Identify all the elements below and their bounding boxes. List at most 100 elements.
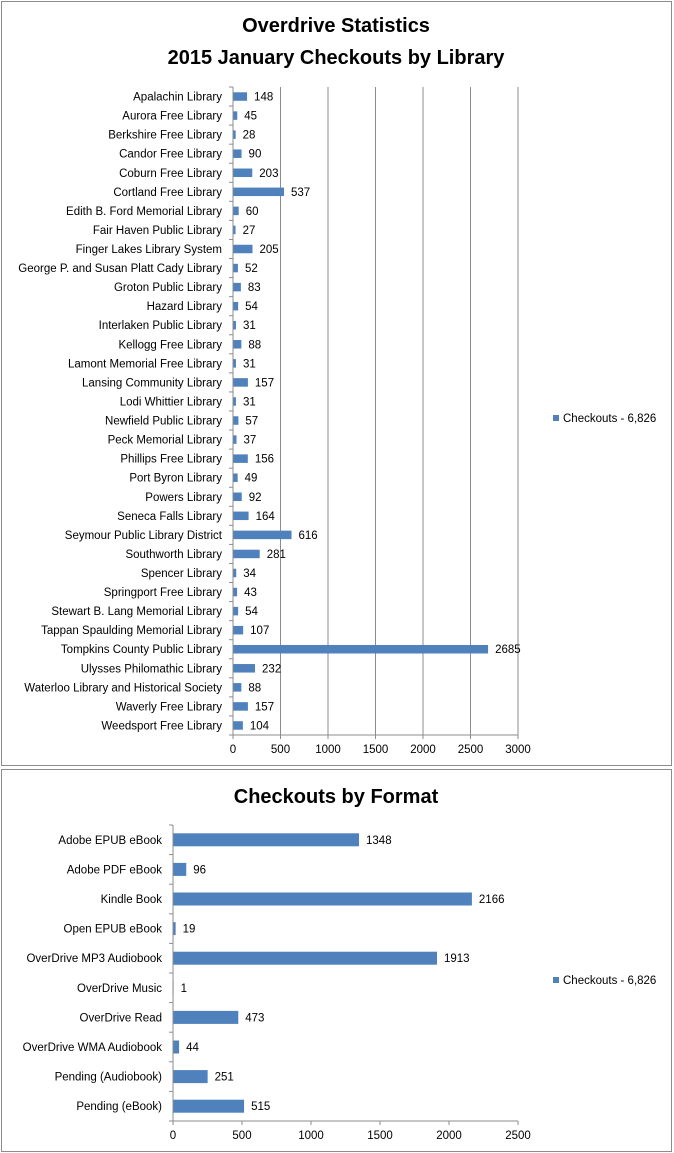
bar: [233, 435, 237, 444]
category-label: Powers Library: [145, 492, 222, 504]
data-label: 90: [249, 149, 262, 161]
data-label: 28: [243, 130, 256, 142]
data-label: 281: [267, 549, 286, 561]
bar: [233, 664, 256, 673]
bar: [233, 721, 243, 730]
x-tick-label: 2500: [458, 744, 484, 756]
bar: [233, 187, 285, 197]
bar: [233, 263, 238, 273]
chart-subtitle: 2015 January Checkouts by Library: [168, 47, 506, 69]
bar: [173, 892, 472, 906]
category-label: Edith B. Ford Memorial Library: [66, 206, 222, 218]
data-label: 251: [215, 1072, 234, 1084]
x-tick-label: 1500: [367, 1130, 393, 1142]
bar: [233, 130, 236, 139]
data-label: 49: [245, 473, 258, 485]
bar: [233, 492, 242, 502]
category-label: Newfield Public Library: [105, 416, 222, 428]
x-tick-label: 500: [271, 744, 290, 756]
bar: [233, 587, 238, 597]
data-label: 1: [181, 983, 187, 995]
category-label: Apalachin Library: [133, 92, 222, 104]
data-label: 83: [248, 282, 261, 294]
bar: [233, 206, 239, 216]
bar: [233, 168, 253, 178]
category-label: George P. and Susan Platt Cady Library: [18, 263, 222, 275]
category-label: Port Byron Library: [129, 473, 222, 485]
bar: [233, 320, 236, 330]
category-label: Waverly Free Library: [116, 701, 223, 713]
bar: [173, 1040, 180, 1054]
category-label: Groton Public Library: [114, 282, 222, 294]
category-label: OverDrive Music: [77, 983, 162, 995]
category-label: Kindle Book: [101, 894, 163, 906]
category-label: Phillips Free Library: [120, 454, 222, 466]
data-label: 157: [255, 701, 274, 713]
data-label: 31: [243, 320, 256, 332]
bar: [233, 301, 239, 311]
format-checkouts-chart: Checkouts by Format 1348 96 2166 19 1913 1 473…: [23, 786, 657, 1142]
data-label: 1913: [444, 953, 470, 965]
bar: [173, 862, 187, 876]
bar: [233, 511, 249, 521]
library-chart-panel: Overdrive Statistics 2015 January Checko…: [1, 1, 672, 766]
category-label: Tompkins County Public Library: [61, 644, 222, 656]
category-label: Candor Free Library: [119, 149, 222, 161]
legend-label: Checkouts - 6,826: [563, 413, 656, 425]
category-label: Seymour Public Library District: [65, 530, 223, 542]
data-label: 31: [243, 358, 256, 370]
bar: [173, 951, 437, 965]
bar: [233, 340, 242, 349]
category-label: Stewart B. Lang Memorial Library: [51, 606, 222, 618]
category-label: Seneca Falls Library: [117, 511, 222, 523]
category-label: Peck Memorial Library: [108, 435, 223, 447]
data-label: 43: [244, 587, 257, 599]
category-label: Cortland Free Library: [113, 187, 222, 199]
x-tick-label: 3000: [505, 744, 531, 756]
x-tick-label: 2500: [505, 1130, 531, 1142]
data-label: 88: [248, 682, 261, 694]
bar: [233, 454, 248, 463]
data-label: 31: [243, 396, 256, 408]
data-label: 616: [299, 530, 318, 542]
bar: [233, 378, 248, 387]
category-label: Hazard Library: [147, 301, 223, 313]
data-label: 232: [262, 663, 281, 675]
category-label: Pending (Audiobook): [55, 1072, 163, 1084]
data-label: 37: [244, 435, 257, 447]
data-label: 96: [193, 864, 206, 876]
category-label: Southworth Library: [125, 549, 222, 561]
data-label: 92: [249, 492, 262, 504]
category-label: Waterloo Library and Historical Society: [24, 682, 222, 694]
category-label: Interlaken Public Library: [99, 320, 223, 332]
x-tick-label: 1500: [363, 744, 389, 756]
data-label: 148: [254, 92, 273, 104]
bar: [233, 282, 241, 292]
category-label: OverDrive WMA Audiobook: [23, 1042, 163, 1054]
data-label: 54: [245, 301, 258, 313]
bar: [173, 1010, 239, 1024]
x-tick-label: 1000: [315, 744, 341, 756]
data-label: 45: [244, 111, 257, 123]
category-label: Lodi Whittier Library: [120, 396, 223, 408]
bar: [233, 225, 236, 235]
data-label: 60: [246, 206, 259, 218]
bar: [233, 397, 236, 406]
data-label: 104: [250, 720, 270, 732]
data-label: 164: [256, 511, 276, 523]
bar: [233, 92, 248, 101]
legend-label: Checkouts - 6,826: [563, 975, 656, 987]
data-label: 19: [183, 924, 196, 936]
category-label: Finger Lakes Library System: [76, 244, 222, 256]
category-label: Springport Free Library: [104, 587, 222, 599]
bar: [233, 149, 242, 158]
category-label: Tappan Spaulding Memorial Library: [41, 625, 222, 637]
bar: [173, 1070, 208, 1084]
x-tick-label: 2000: [410, 744, 436, 756]
data-label: 203: [259, 168, 278, 180]
category-label: Berkshire Free Library: [108, 130, 222, 142]
data-label: 1348: [366, 835, 392, 847]
category-label: Open EPUB eBook: [64, 924, 163, 936]
data-label: 27: [243, 225, 256, 237]
data-label: 107: [250, 625, 269, 637]
